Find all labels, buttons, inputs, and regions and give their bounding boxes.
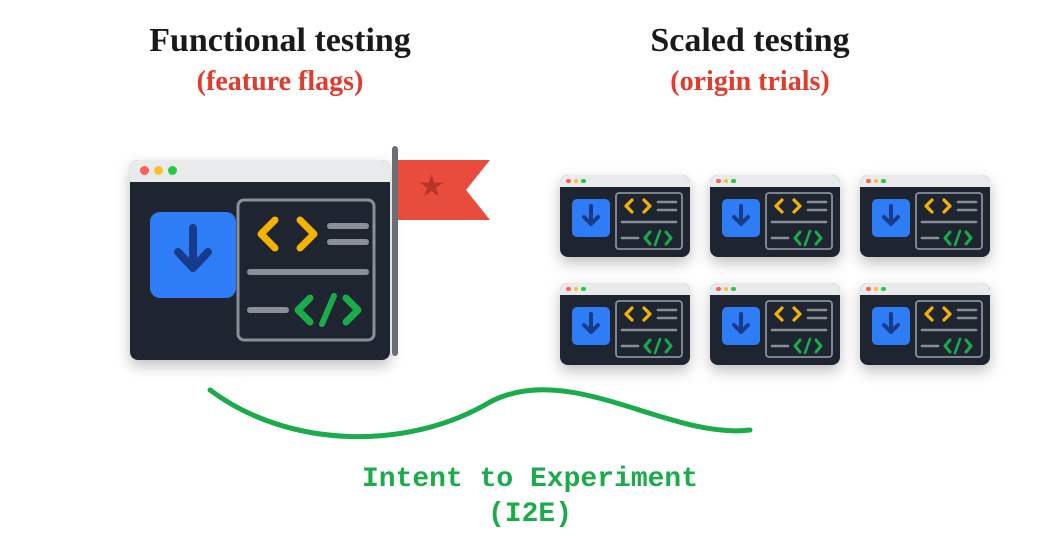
small-browser-window <box>710 283 840 365</box>
big-browser-window <box>130 160 390 360</box>
connector-swoop-icon <box>200 380 760 450</box>
small-browser-window <box>560 175 690 257</box>
window-content-icon <box>860 175 990 257</box>
left-heading: Functional testing (feature flags) <box>100 22 460 98</box>
bottom-line1: Intent to Experiment <box>0 462 1060 497</box>
window-content-icon <box>710 175 840 257</box>
feature-flag-icon: ★ <box>392 146 502 360</box>
small-browser-window <box>560 283 690 365</box>
small-browser-window <box>860 283 990 365</box>
small-browser-window <box>860 175 990 257</box>
bottom-line2: (I2E) <box>0 497 1060 532</box>
bottom-caption: Intent to Experiment (I2E) <box>0 462 1060 532</box>
window-content-icon <box>130 160 390 360</box>
right-heading: Scaled testing (origin trials) <box>560 22 940 98</box>
left-title: Functional testing <box>100 22 460 60</box>
flag-star-icon: ★ <box>418 172 445 202</box>
flag-pole <box>392 146 398 356</box>
window-content-icon <box>860 283 990 365</box>
left-subtitle: (feature flags) <box>100 66 460 98</box>
window-content-icon <box>560 175 690 257</box>
small-windows-grid <box>560 175 990 365</box>
right-subtitle: (origin trials) <box>560 66 940 98</box>
window-content-icon <box>560 283 690 365</box>
small-browser-window <box>710 175 840 257</box>
window-content-icon <box>710 283 840 365</box>
right-title: Scaled testing <box>560 22 940 60</box>
